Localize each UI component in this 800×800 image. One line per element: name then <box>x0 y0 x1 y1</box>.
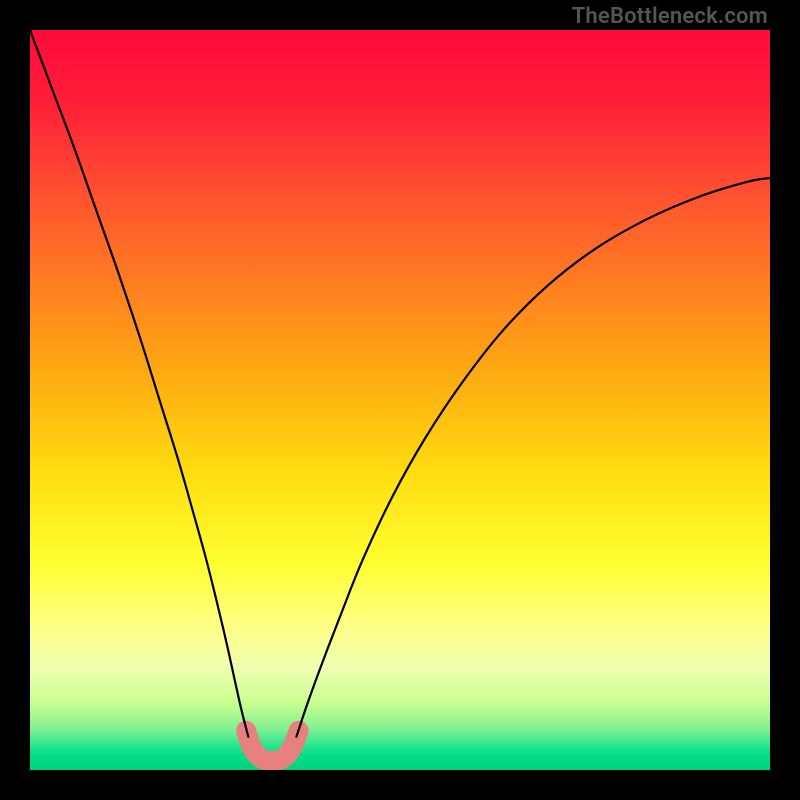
curve-left-branch <box>30 30 248 737</box>
curve-right-branch <box>296 178 770 737</box>
watermark-text: TheBottleneck.com <box>572 4 768 29</box>
bottleneck-curve-svg <box>30 30 770 770</box>
plot-area <box>30 30 770 770</box>
valley-bead <box>283 739 301 757</box>
